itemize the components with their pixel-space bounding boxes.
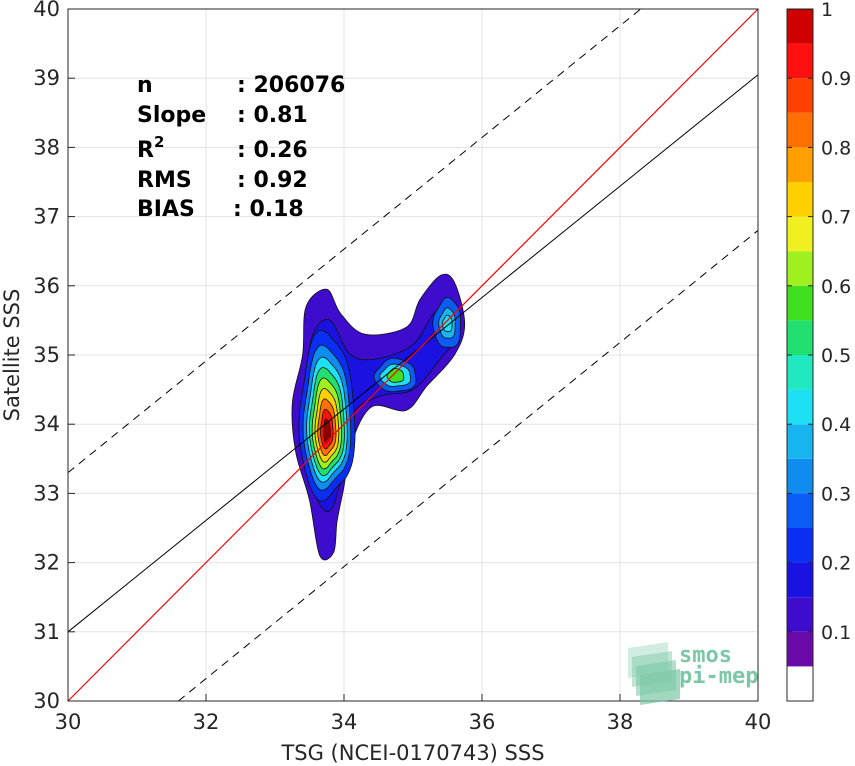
regression-line	[67, 74, 759, 633]
x-tick-label: 38	[607, 710, 634, 734]
colorbar-tick-label: 0.9	[821, 68, 851, 90]
colorbar-segment	[787, 597, 813, 632]
colorbar-segment	[787, 78, 813, 113]
y-axis-ticks: 30 31 32 33 34 35 36 37 38 39 40	[33, 0, 75, 713]
logo-text: smos	[679, 643, 732, 668]
colorbar-segment	[787, 147, 813, 182]
stat-label: n	[137, 73, 153, 98]
stat-label: Slope	[137, 103, 206, 128]
x-tick-label: 34	[331, 710, 358, 734]
colorbar-segment	[787, 355, 813, 390]
x-tick-label: 40	[745, 710, 772, 734]
y-tick-label: 32	[33, 551, 60, 575]
dashed-bound-line	[178, 230, 759, 702]
colorbar-segment	[787, 43, 813, 79]
colorbar-segment	[787, 562, 813, 598]
colorbar-tick-label: 0.6	[821, 276, 851, 298]
x-tick-label: 30	[55, 710, 82, 734]
colorbar-segment	[787, 320, 813, 355]
colorbar-segment	[787, 631, 813, 667]
colorbar-segment	[787, 424, 813, 459]
stat-value: : 206076	[237, 73, 345, 98]
logo-text: pi-mep	[679, 664, 758, 689]
stat-value: : 0.26	[237, 138, 308, 163]
x-tick-label: 36	[469, 710, 496, 734]
y-tick-label: 38	[33, 135, 60, 159]
stat-value: : 0.18	[233, 197, 304, 222]
y-tick-label: 31	[33, 620, 60, 644]
colorbar-segment	[787, 112, 813, 148]
dashed-bound-line	[67, 8, 642, 474]
y-tick-label: 34	[33, 412, 60, 436]
stat-value: : 0.92	[237, 168, 308, 193]
colorbar-segment	[787, 528, 813, 563]
colorbar-segment	[787, 666, 813, 701]
colorbar-tick-label: 0.1	[821, 622, 851, 644]
colorbar-tick-label: 0.7	[821, 207, 851, 229]
colorbar-tick-label: 0.8	[821, 137, 851, 159]
y-tick-label: 39	[33, 66, 60, 90]
colorbar-segment	[787, 493, 813, 528]
stat-label: RMS	[137, 168, 192, 193]
x-axis-label: TSG (NCEI-0170743) SSS	[280, 741, 544, 765]
identity-line	[67, 8, 759, 702]
y-tick-label: 36	[33, 274, 60, 298]
colorbar-segment	[787, 216, 813, 252]
stats-box: n : 206076 Slope : 0.81 R2 : 0.26 RMS : 0.92 BIA…	[137, 73, 345, 222]
y-axis-label: Satellite SSS	[0, 289, 24, 422]
colorbar-segment	[787, 285, 813, 321]
y-tick-label: 30	[33, 689, 60, 713]
y-tick-label: 33	[33, 481, 60, 505]
colorbar-segment	[787, 9, 813, 44]
colorbar-tick-label: 1	[821, 0, 833, 21]
y-tick-label: 35	[33, 343, 60, 367]
colorbar-tick-label: 0.4	[821, 414, 851, 436]
x-axis-ticks: 30 32 34 36 38 40	[55, 694, 772, 734]
colorbar-segment	[787, 182, 813, 217]
colorbar-tick-label: 0.5	[821, 345, 851, 367]
x-tick-label: 32	[193, 710, 220, 734]
colorbar-segment	[787, 389, 813, 425]
colorbar: 0.1 0.2 0.3 0.4 0.5 0.6 0.7 0.8 0.9 1	[786, 0, 851, 702]
y-tick-label: 40	[33, 0, 60, 21]
contour-level	[386, 368, 405, 383]
colorbar-tick-label: 0.3	[821, 483, 851, 505]
colorbar-segment	[787, 458, 813, 494]
colorbar-tick-label: 0.2	[821, 553, 851, 575]
fit-lines	[67, 8, 759, 702]
stat-value: : 0.81	[237, 103, 308, 128]
colorbar-segment	[787, 251, 813, 286]
stat-label: R2	[137, 133, 164, 163]
logo-mark	[640, 669, 680, 705]
stat-label: BIAS	[137, 197, 195, 222]
y-tick-label: 37	[33, 205, 60, 229]
density-contours	[291, 273, 466, 561]
